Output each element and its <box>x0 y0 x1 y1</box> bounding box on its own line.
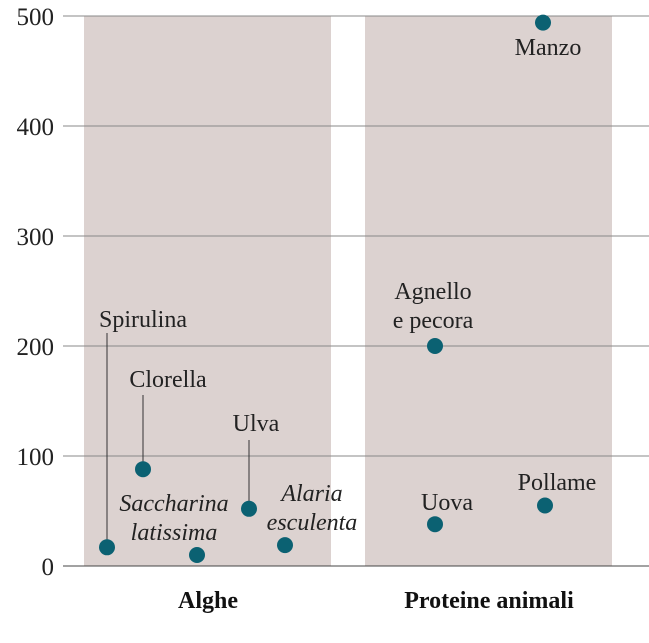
point-label-line: Clorella <box>129 367 207 393</box>
point-label-line: Saccharina <box>119 491 228 517</box>
band-alghe <box>84 16 331 566</box>
y-tick-label: 400 <box>17 114 55 141</box>
leader-lines <box>106 333 250 541</box>
point-label-line: Uova <box>421 490 473 516</box>
y-tick-labels: 0 100 200 300 400 500 <box>17 4 55 581</box>
point-label-spirulina: Spirulina <box>99 307 187 333</box>
point-label-pollame: Pollame <box>518 470 597 496</box>
point-label-agnello-e-pecora: Agnello e pecora <box>393 279 474 334</box>
point-label-line: Ulva <box>233 411 280 437</box>
point-label-line: Alaria <box>279 481 342 507</box>
point-labels: Spirulina Clorella Saccharina latissima Ulva… <box>99 35 596 546</box>
point-clorella <box>135 461 151 478</box>
point-label-line: latissima <box>131 520 218 546</box>
point-label-uova: Uova <box>421 490 473 516</box>
point-agnello-e-pecora <box>427 338 443 354</box>
group-label-alghe: Alghe <box>178 588 238 614</box>
y-tick-label: 0 <box>42 554 55 581</box>
group-label-proteine-animali: Proteine animali <box>404 588 574 614</box>
data-points <box>99 14 553 563</box>
y-tick-label: 500 <box>17 4 55 31</box>
point-label-line: Agnello <box>394 279 471 305</box>
point-label-line: e pecora <box>393 308 474 334</box>
group-bands <box>84 16 612 566</box>
point-label-line: Spirulina <box>99 307 187 333</box>
point-label-line: esculenta <box>267 510 358 536</box>
y-tick-label: 300 <box>17 224 55 251</box>
point-uova <box>427 516 443 533</box>
band-proteine-animali <box>365 16 612 566</box>
point-spirulina <box>99 539 115 556</box>
point-label-alaria-esculenta: Alaria esculenta <box>267 481 358 536</box>
point-saccharina-latissima <box>189 547 205 563</box>
group-labels: Alghe Proteine animali <box>178 588 574 614</box>
point-alaria-esculenta <box>277 537 293 554</box>
point-manzo <box>535 14 551 31</box>
point-label-clorella: Clorella <box>129 367 207 393</box>
point-ulva <box>241 500 257 517</box>
point-label-ulva: Ulva <box>233 411 280 437</box>
y-tick-label: 100 <box>17 444 55 471</box>
point-label-saccharina-latissima: Saccharina latissima <box>119 491 228 546</box>
point-pollame <box>537 497 553 514</box>
y-tick-label: 200 <box>17 334 55 361</box>
point-label-manzo: Manzo <box>515 35 582 61</box>
grid-lines <box>63 15 649 567</box>
point-label-line: Pollame <box>518 470 597 496</box>
point-label-line: Manzo <box>515 35 582 61</box>
